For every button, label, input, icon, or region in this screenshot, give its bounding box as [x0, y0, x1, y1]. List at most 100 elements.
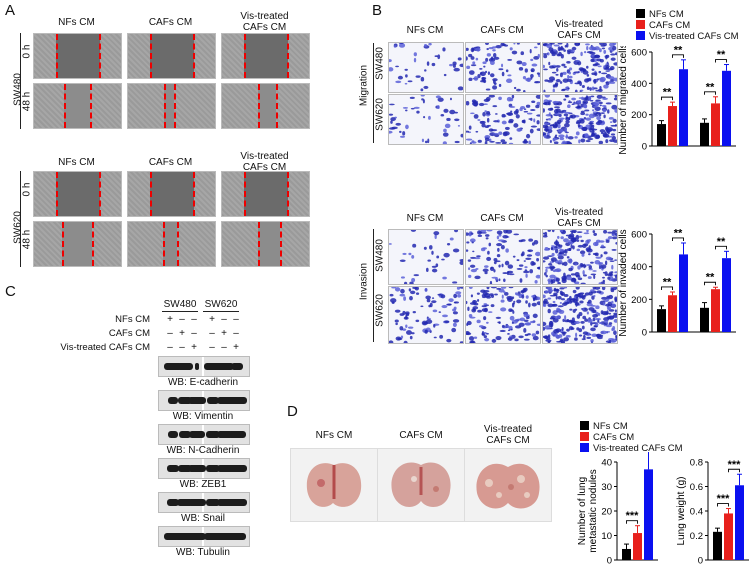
minus-sign: – — [209, 342, 215, 353]
bar — [711, 289, 720, 332]
significance-bracket — [626, 520, 638, 524]
significance-label: ** — [717, 49, 726, 61]
header-vis: Vis-treated CAFs CM — [483, 424, 533, 446]
y-tick-label: 0.8 — [690, 458, 703, 469]
header-vis: Vis-treated CAFs CM — [554, 207, 604, 229]
significance-label: *** — [626, 510, 640, 522]
significance-bracket — [661, 96, 673, 101]
minus-sign: – — [209, 328, 215, 339]
wound-image-sw480-nfs-48h — [33, 83, 122, 129]
divider — [373, 43, 374, 143]
bar — [700, 122, 709, 146]
wb-band — [216, 363, 234, 370]
header-nfs: NFs CM — [406, 25, 444, 36]
wb-band — [167, 499, 179, 506]
y-tick-label: 0 — [607, 556, 612, 567]
wb-band — [178, 397, 192, 404]
transwell-migration-sw620-cafs — [465, 94, 541, 145]
significance-bracket — [704, 91, 716, 95]
header-cafs: CAFs CM — [399, 430, 443, 441]
header-nfs: NFs CM — [315, 430, 353, 441]
panel-label-a: A — [5, 2, 16, 19]
wb-strip — [158, 390, 250, 411]
plus-sign: + — [221, 328, 227, 339]
header-vis: Vis-treated CAFs CM — [554, 19, 604, 41]
bar — [722, 70, 731, 146]
transwell-migration-sw620-nfs — [388, 94, 464, 145]
header-cafs: CAFs CM — [480, 25, 524, 36]
wb-band — [188, 397, 206, 404]
wb-caption: WB: Vimentin — [172, 411, 234, 422]
wb-band — [227, 499, 247, 506]
y-axis-label: Number of lung — [577, 477, 588, 545]
bar — [735, 485, 744, 560]
minus-sign: – — [233, 328, 239, 339]
cellline-label-sw620: SW620 — [374, 98, 386, 131]
cellline-label-sw480: SW480 — [374, 47, 386, 80]
wb-band — [207, 397, 219, 404]
wb-band — [206, 465, 220, 472]
wound-image-sw620-nfs-0h — [33, 171, 122, 217]
wb-band — [217, 397, 233, 404]
legend-swatch — [636, 31, 645, 40]
bar — [713, 531, 722, 560]
legend-item-cafs: CAFs CM — [636, 20, 690, 31]
wb-strip — [158, 424, 250, 445]
wb-band — [188, 533, 206, 540]
bar — [722, 258, 731, 332]
wb-caption: WB: ZEB1 — [179, 479, 227, 490]
transwell-migration-sw620-vis — [542, 94, 618, 145]
bar — [711, 103, 720, 146]
y-axis-label: metastatic nodules — [588, 469, 599, 552]
y-tick-label: 0.6 — [690, 482, 703, 493]
significance-bracket — [672, 54, 684, 58]
plus-sign: + — [167, 314, 173, 325]
y-tick-label: 0.2 — [690, 531, 703, 542]
significance-bracket — [715, 245, 727, 250]
divider — [20, 171, 21, 267]
assay-label-migration: Migration — [358, 64, 370, 107]
wb-band — [206, 431, 220, 438]
significance-bracket — [715, 59, 727, 63]
y-tick-label: 10 — [601, 531, 612, 542]
wb-band — [217, 499, 233, 506]
row-label-vis: Vis-treated CAFs CM — [60, 342, 150, 353]
wb-band — [178, 465, 192, 472]
plus-sign: + — [179, 328, 185, 339]
legend-swatch — [636, 20, 645, 29]
header-vis: Vis-treated CAFs CM — [240, 11, 289, 33]
lane-separator — [202, 357, 204, 376]
wb-strip — [158, 356, 250, 377]
cellline-label-sw620: SW620 — [374, 294, 386, 327]
significance-label: ** — [674, 228, 683, 239]
minus-sign: – — [191, 314, 197, 325]
wb-band — [188, 465, 206, 472]
wb-caption: WB: Snail — [181, 513, 225, 524]
wb-band — [227, 397, 247, 404]
cellline-label-sw480-wb: SW480 — [163, 299, 197, 310]
y-tick-label: 30 — [601, 482, 612, 493]
significance-bracket — [704, 281, 716, 286]
wb-caption: WB: N-Cadherin — [166, 445, 240, 456]
timepoint-0h: 0 h — [21, 44, 33, 59]
y-tick-label: 0 — [642, 328, 647, 339]
y-axis-label: Number of migrated cells — [618, 46, 629, 155]
divider — [20, 33, 21, 129]
minus-sign: – — [167, 342, 173, 353]
transwell-invasion-sw480-nfs — [388, 229, 464, 285]
legend-item-nfs: NFs CM — [636, 9, 684, 20]
y-tick-label: 400 — [631, 79, 647, 90]
bar — [679, 254, 688, 332]
header-cafs: CAFs CM — [148, 157, 193, 168]
transwell-migration-sw480-cafs — [465, 42, 541, 93]
bar — [700, 307, 709, 332]
timepoint-48h: 48 h — [21, 91, 33, 112]
divider — [162, 311, 198, 312]
y-tick-label: 20 — [601, 507, 612, 518]
wb-band — [204, 363, 222, 370]
significance-label: *** — [717, 493, 731, 505]
legend-swatch — [580, 421, 589, 430]
wb-band — [177, 499, 193, 506]
bar — [668, 295, 677, 332]
significance-label: ** — [674, 46, 683, 56]
